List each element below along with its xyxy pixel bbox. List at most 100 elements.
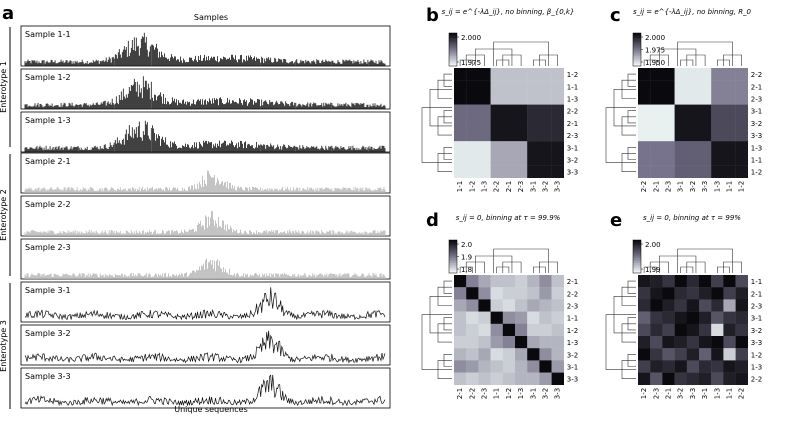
row-label: 2-1 [751,290,762,298]
column-label: 2-3 [481,388,489,399]
dendrogram-link [421,314,452,370]
heatmap-cell [723,68,736,81]
heatmap-cell [723,116,736,130]
panel-letter-d: d [426,210,439,231]
heatmap-cell [662,80,675,93]
heatmap-cell [674,348,687,361]
heatmap-cell [527,299,540,312]
heatmap-cell [502,153,516,166]
heatmap-cell [466,287,479,300]
colorbar-segment [449,54,457,57]
panel-letter-a: a [2,3,14,24]
heatmap-cell [650,360,663,373]
column-label: 1-1 [726,388,734,399]
heatmap-cell [735,165,748,178]
heatmap-cell [638,336,651,349]
heatmap-cell [735,372,748,385]
heatmap-cell [662,336,675,349]
heatmap-cell [711,287,724,300]
row-label: 2-1 [567,120,578,128]
column-label: 3-1 [529,181,537,192]
colorbar-segment [633,268,641,270]
heatmap-cell [490,129,503,142]
heatmap-cell [735,336,748,349]
heatmap-cell [662,360,675,373]
heatmap-cell [551,104,564,117]
heatmap-cell [551,299,564,312]
heatmap-cell [699,129,712,142]
column-label: 1-3 [481,181,489,192]
colorbar-segment [633,49,641,52]
colorbar-segment [633,46,641,49]
heatmap-cell [539,129,552,142]
heatmap-cell [515,165,528,178]
heatmap-cell [502,165,516,178]
heatmap-cell [686,311,700,324]
column-label: 3-1 [677,181,685,192]
column-label: 1-2 [505,388,513,399]
colorbar-segment [449,36,457,39]
heatmap-cell [662,141,675,154]
heatmap-cell [551,348,564,361]
heatmap-cell [454,287,467,300]
colorbar-segment [449,253,457,256]
heatmap-cell [454,323,467,337]
panel-a-title: Samples [194,13,228,22]
colorbar-segment [449,34,457,37]
heatmap-cell [674,92,687,105]
heatmap-cell [674,323,687,337]
heatmap-cell [478,141,491,154]
heatmap-cell [711,80,724,93]
heatmap-cell [527,104,540,117]
heatmap-matrix [454,68,564,178]
heatmap-cell [478,153,491,166]
heatmap-cell [662,129,675,142]
column-label: 3-3 [689,388,697,399]
column-label: 1-2 [738,181,746,192]
column-label: 2-3 [665,181,673,192]
heatmap-cell [490,360,503,373]
colorbar-segment [449,46,457,49]
colorbar-segment [449,258,457,261]
heatmap-cell [490,336,503,349]
colorbar-tick-label: 2.00 [645,241,661,249]
heatmap-cell [539,372,552,385]
colorbar-tick-label: 2.0 [461,241,472,249]
heatmap-cell [674,68,687,81]
heatmap-cell [515,116,528,130]
colorbar-segment [633,36,641,39]
heatmap-title: s_ij = e^{-λΔ_ij}, no binning, R_0 [633,8,752,16]
heatmap-cell [454,141,467,154]
heatmap-cell [551,287,564,300]
row-label: 1-1 [751,278,762,286]
colorbar-segment [633,271,641,274]
row-label: 1-2 [567,71,578,79]
colorbar-tick-label: 1.8 [461,266,472,274]
row-label: 1-2 [751,169,762,177]
heatmap-cell [539,68,552,81]
heatmap-panel-d: d s_ij = 0, binning at τ = 99.9% 2.0 1.9 1.… [421,210,578,399]
sample-panel: Sample 3-1 [20,281,391,323]
heatmap-cell [454,68,467,81]
heatmap-cell [662,104,675,117]
abundance-bars [24,120,386,152]
dendrogram-link [605,314,636,370]
heatmap-cell [638,275,651,288]
heatmap-cell [735,287,748,300]
heatmap-cell [638,299,651,312]
heatmap-cell [454,372,467,385]
abundance-bars [24,76,386,109]
heatmap-cell [686,299,700,312]
heatmap-cell [478,299,491,312]
dendrogram-link [421,107,452,163]
heatmap-cell [674,165,687,178]
heatmap-cell [466,275,479,288]
colorbar-segment [449,264,457,267]
heatmap-cell [551,323,564,337]
heatmap-cell [699,348,712,361]
heatmap-cell [466,372,479,385]
heatmap-cell [466,323,479,337]
heatmap-cell [662,275,675,288]
heatmap-cell [551,372,564,385]
heatmap-cell [466,116,479,130]
